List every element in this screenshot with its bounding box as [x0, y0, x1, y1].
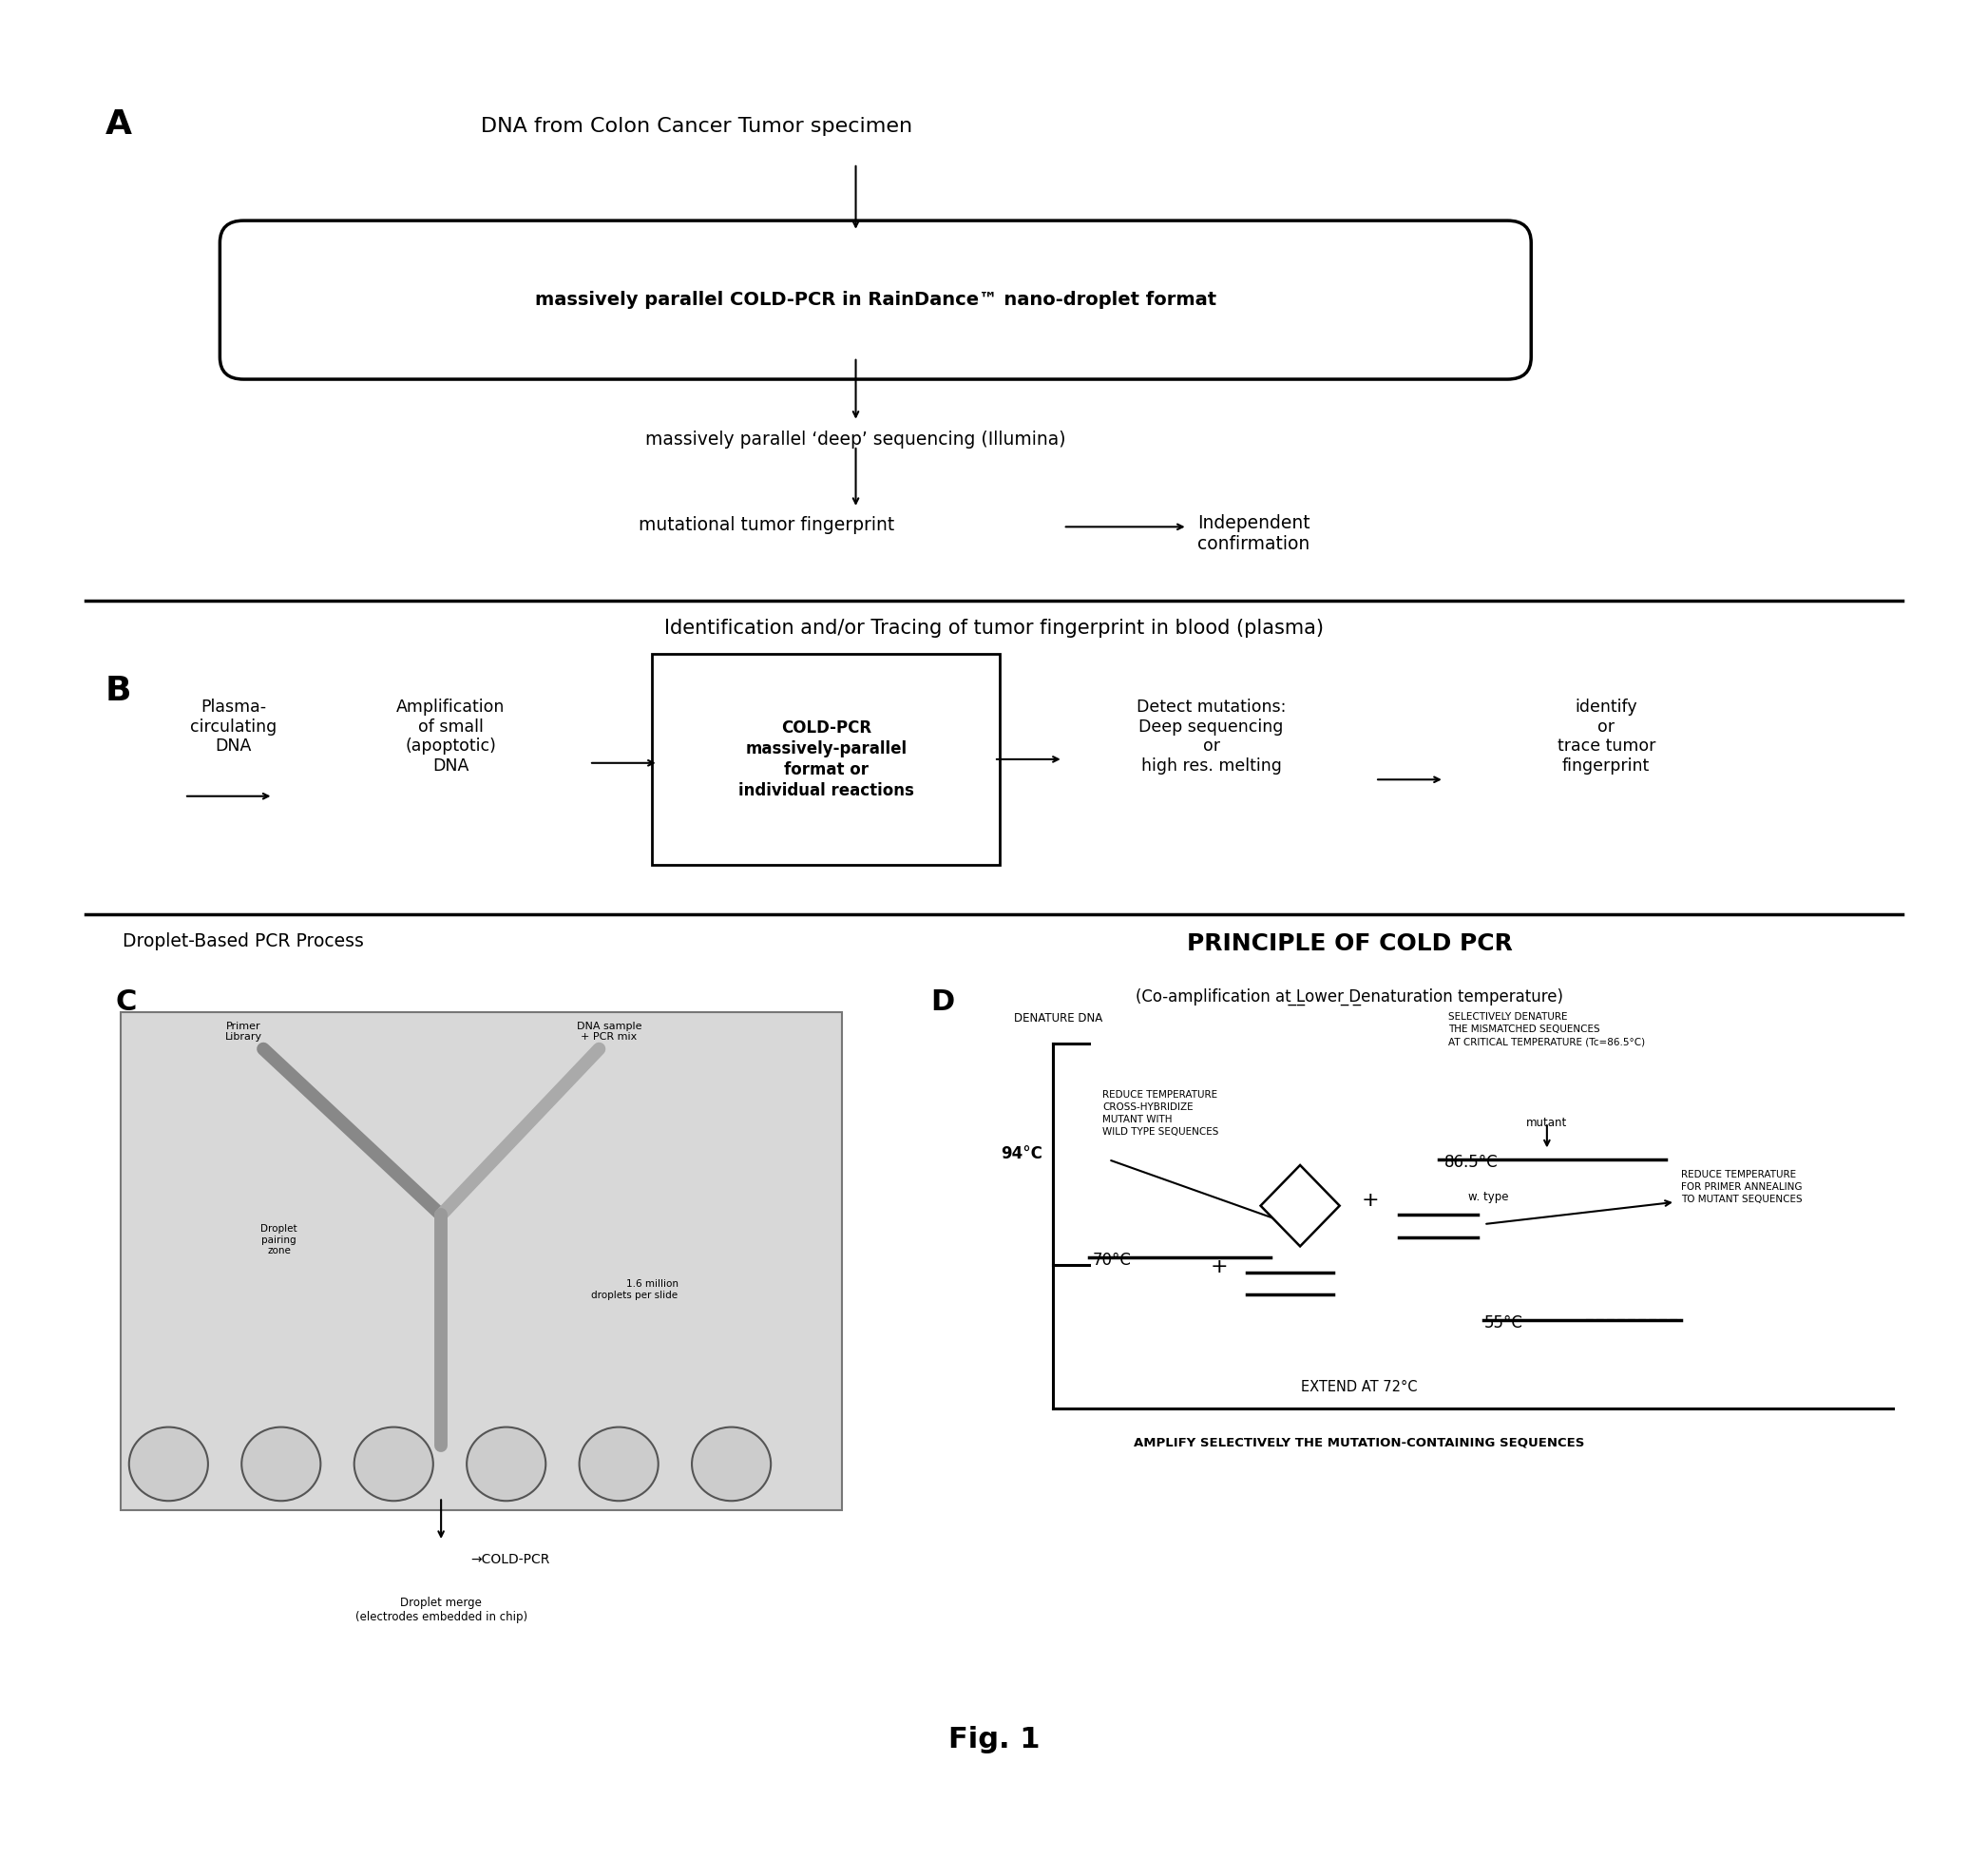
- Text: DNA sample
+ PCR mix: DNA sample + PCR mix: [577, 1022, 642, 1042]
- Text: DENATURE DNA: DENATURE DNA: [1014, 1013, 1103, 1024]
- Text: Droplet merge
(electrodes embedded in chip): Droplet merge (electrodes embedded in ch…: [356, 1596, 527, 1624]
- Text: B: B: [105, 674, 131, 706]
- Text: C: C: [115, 988, 137, 1016]
- Circle shape: [243, 1427, 320, 1501]
- Text: Detect mutations:
Deep sequencing
or
high res. melting: Detect mutations: Deep sequencing or hig…: [1137, 699, 1286, 775]
- Text: Amplification
of small
(apoptotic)
DNA: Amplification of small (apoptotic) DNA: [396, 699, 505, 775]
- Text: +: +: [1211, 1258, 1229, 1276]
- Text: REDUCE TEMPERATURE
FOR PRIMER ANNEALING
TO MUTANT SEQUENCES: REDUCE TEMPERATURE FOR PRIMER ANNEALING …: [1682, 1171, 1803, 1204]
- Text: Droplet-Based PCR Process: Droplet-Based PCR Process: [123, 933, 364, 951]
- Text: 86.5°C: 86.5°C: [1443, 1154, 1499, 1171]
- Text: Droplet
pairing
zone: Droplet pairing zone: [260, 1224, 298, 1256]
- Text: 70°C: 70°C: [1093, 1252, 1131, 1269]
- Text: (Co-amplification at ̲L̲ower ̲D̲enaturation temperature): (Co-amplification at ̲L̲ower ̲D̲enaturat…: [1135, 988, 1563, 1005]
- Text: Independent
confirmation: Independent confirmation: [1197, 515, 1310, 554]
- Text: Identification and/or Tracing of tumor fingerprint in blood (plasma): Identification and/or Tracing of tumor f…: [664, 619, 1324, 637]
- Text: mutant: mutant: [1527, 1117, 1567, 1130]
- Circle shape: [129, 1427, 209, 1501]
- FancyBboxPatch shape: [121, 1013, 843, 1511]
- Text: EXTEND AT 72°C: EXTEND AT 72°C: [1300, 1380, 1417, 1394]
- Text: AMPLIFY SELECTIVELY THE MUTATION-CONTAINING SEQUENCES: AMPLIFY SELECTIVELY THE MUTATION-CONTAIN…: [1133, 1436, 1584, 1449]
- Text: COLD-PCR
massively-parallel
format or
individual reactions: COLD-PCR massively-parallel format or in…: [738, 719, 914, 799]
- Text: massively parallel ‘deep’ sequencing (Illumina): massively parallel ‘deep’ sequencing (Il…: [646, 431, 1066, 450]
- Text: mutational tumor fingerprint: mutational tumor fingerprint: [638, 517, 895, 533]
- Text: Primer
Library: Primer Library: [225, 1022, 262, 1042]
- Text: massively parallel COLD-PCR in RainDance™ nano-droplet format: massively parallel COLD-PCR in RainDance…: [535, 292, 1217, 308]
- Text: 94°C: 94°C: [1000, 1146, 1042, 1163]
- Text: identify
or
trace tumor
fingerprint: identify or trace tumor fingerprint: [1557, 699, 1656, 775]
- Circle shape: [579, 1427, 658, 1501]
- Text: 1.6 million
droplets per slide: 1.6 million droplets per slide: [592, 1280, 678, 1301]
- Text: Fig. 1: Fig. 1: [948, 1726, 1040, 1754]
- Text: Plasma-
circulating
DNA: Plasma- circulating DNA: [191, 699, 276, 754]
- Text: DNA from Colon Cancer Tumor specimen: DNA from Colon Cancer Tumor specimen: [481, 117, 912, 136]
- Circle shape: [692, 1427, 771, 1501]
- Polygon shape: [1260, 1165, 1340, 1247]
- Text: REDUCE TEMPERATURE
CROSS-HYBRIDIZE
MUTANT WITH
WILD TYPE SEQUENCES: REDUCE TEMPERATURE CROSS-HYBRIDIZE MUTAN…: [1103, 1091, 1219, 1137]
- FancyBboxPatch shape: [221, 221, 1531, 379]
- Text: 55°C: 55°C: [1483, 1315, 1523, 1332]
- Text: →COLD-PCR: →COLD-PCR: [471, 1553, 551, 1566]
- Circle shape: [354, 1427, 433, 1501]
- Text: A: A: [105, 108, 131, 141]
- Text: D: D: [930, 988, 954, 1016]
- Circle shape: [467, 1427, 547, 1501]
- FancyBboxPatch shape: [652, 654, 1000, 864]
- Text: PRINCIPLE OF COLD PCR: PRINCIPLE OF COLD PCR: [1187, 933, 1513, 955]
- Text: w. type: w. type: [1467, 1191, 1509, 1204]
- Text: +: +: [1362, 1191, 1380, 1210]
- Text: SELECTIVELY DENATURE
THE MISMATCHED SEQUENCES
AT CRITICAL TEMPERATURE (Tc=86.5°C: SELECTIVELY DENATURE THE MISMATCHED SEQU…: [1447, 1013, 1644, 1046]
